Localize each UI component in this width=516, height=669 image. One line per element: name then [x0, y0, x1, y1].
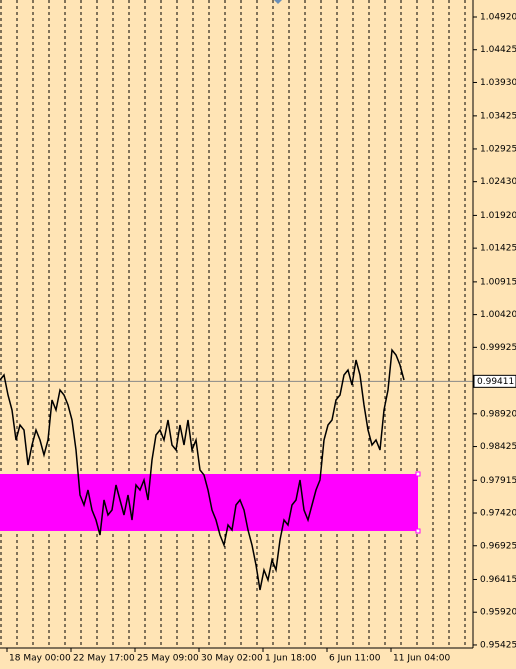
y-tick-label: 1.03425 [480, 111, 516, 121]
y-tick-label: 0.96925 [480, 541, 516, 551]
y-tick-label: 0.95920 [480, 608, 516, 618]
x-tick-label: 6 Jun 11:00 [329, 654, 381, 664]
x-tick-label: 30 May 02:00 [201, 654, 263, 664]
y-tick-label: 0.97915 [480, 476, 516, 486]
y-tick-label: 0.98425 [480, 442, 516, 452]
x-tick-label: 11 Jun 04:00 [393, 654, 450, 664]
price-line [0, 348, 405, 591]
y-tick-label: 1.03930 [480, 78, 516, 88]
y-tick-label: 1.00915 [480, 277, 516, 287]
zone-handle [415, 471, 421, 477]
y-tick-label: 1.02430 [480, 177, 516, 187]
current-price-box [473, 374, 516, 388]
x-tick-label: 1 Jun 18:00 [265, 654, 317, 664]
shift-marker[interactable] [274, 0, 282, 4]
y-tick-label: 0.96415 [480, 575, 516, 585]
y-tick-label: 0.99925 [480, 343, 516, 353]
y-tick-label: 1.04425 [480, 45, 516, 55]
x-tick-label: 22 May 17:00 [73, 654, 135, 664]
y-tick-label: 0.95425 [480, 640, 516, 650]
zone-handle [415, 528, 421, 534]
y-tick-label: 1.01425 [480, 244, 516, 254]
y-tick-label: 1.02925 [480, 144, 516, 154]
y-tick-label: 1.01920 [480, 211, 516, 221]
x-tick-label: 18 May 00:00 [9, 654, 71, 664]
current-price-label: 0.99411 [477, 377, 514, 387]
y-tick-label: 0.97420 [480, 509, 516, 519]
y-tick-label: 1.04920 [480, 12, 516, 22]
y-tick-label: 1.00420 [480, 310, 516, 320]
zone-rectangle [0, 473, 418, 532]
x-tick-label: 25 May 09:00 [137, 654, 199, 664]
y-tick-label: 0.98920 [480, 409, 516, 419]
